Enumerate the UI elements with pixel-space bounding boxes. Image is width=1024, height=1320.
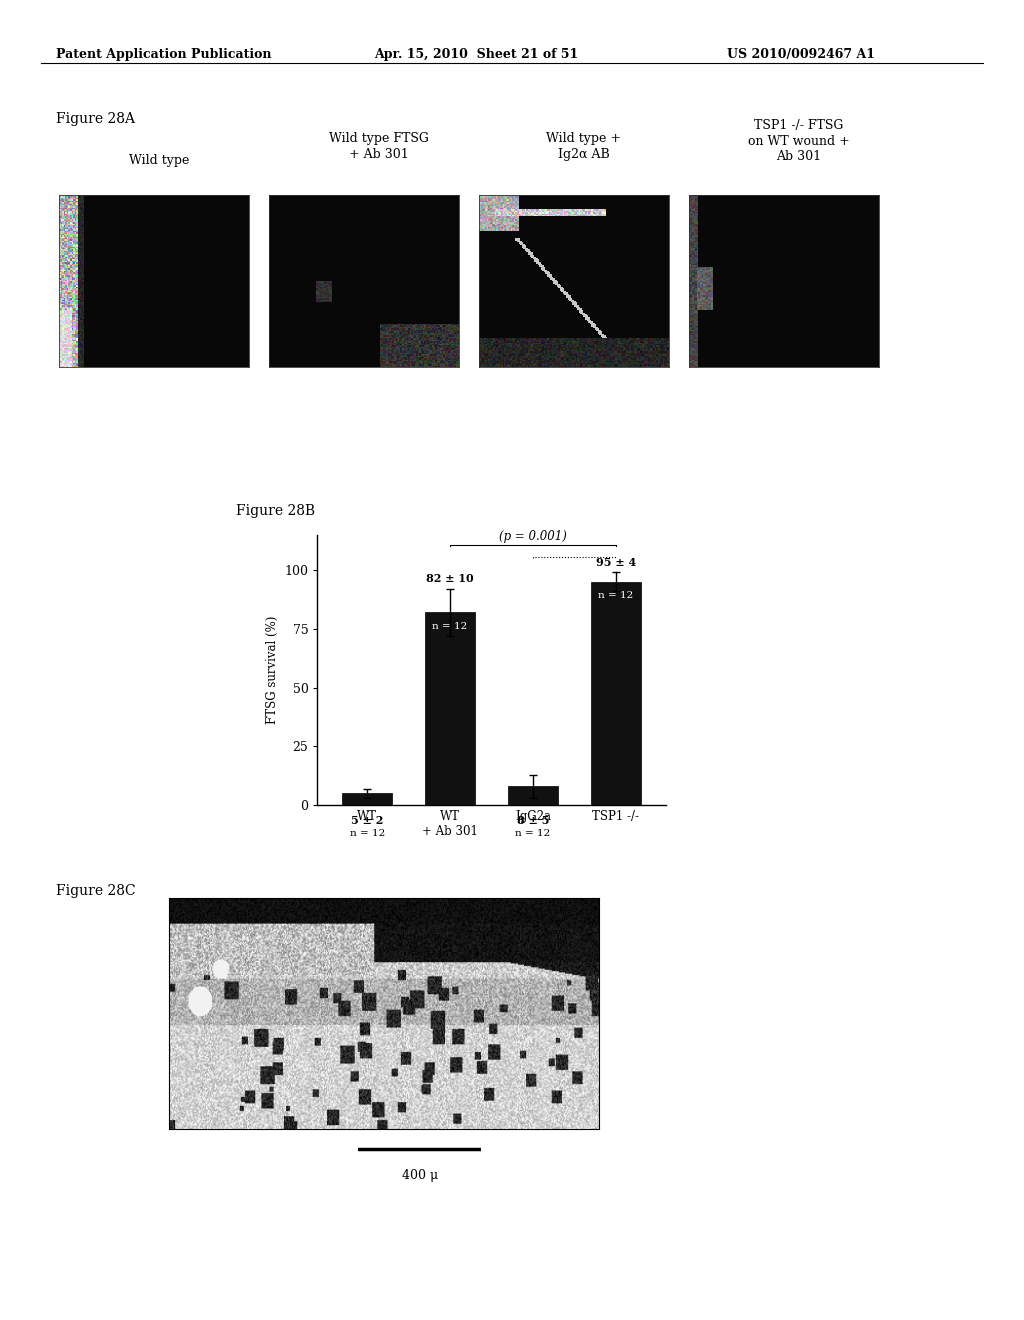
Text: TSP1 -/- FTSG: TSP1 -/- FTSG — [754, 119, 844, 132]
Text: Wild type +: Wild type + — [546, 132, 622, 145]
Text: 5 ± 2: 5 ± 2 — [351, 814, 383, 825]
Y-axis label: FTSG survival (%): FTSG survival (%) — [266, 615, 279, 725]
Text: 82 ± 10: 82 ± 10 — [426, 573, 474, 583]
Bar — [342, 793, 392, 805]
Bar — [508, 787, 558, 805]
Text: + Ab 301: + Ab 301 — [349, 148, 409, 161]
Text: n = 12: n = 12 — [515, 829, 551, 838]
Text: (p = 0.001): (p = 0.001) — [499, 529, 567, 543]
Text: n = 12: n = 12 — [598, 591, 634, 601]
Text: Figure 28B: Figure 28B — [236, 504, 314, 519]
Text: on WT wound +: on WT wound + — [748, 135, 850, 148]
Text: Ab 301: Ab 301 — [776, 150, 821, 164]
Text: Apr. 15, 2010  Sheet 21 of 51: Apr. 15, 2010 Sheet 21 of 51 — [374, 48, 578, 61]
Text: Figure 28A: Figure 28A — [56, 112, 135, 127]
Text: Wild type: Wild type — [129, 154, 188, 168]
Text: 95 ± 4: 95 ± 4 — [596, 557, 636, 568]
Text: 8 ± 5: 8 ± 5 — [517, 814, 549, 825]
Text: Ig2α AB: Ig2α AB — [558, 148, 609, 161]
Text: Patent Application Publication: Patent Application Publication — [56, 48, 271, 61]
Text: Wild type FTSG: Wild type FTSG — [329, 132, 429, 145]
Bar — [591, 582, 641, 805]
Text: n = 12: n = 12 — [349, 829, 385, 838]
Text: US 2010/0092467 A1: US 2010/0092467 A1 — [727, 48, 876, 61]
Bar — [425, 612, 475, 805]
Text: 400 μ: 400 μ — [401, 1170, 438, 1183]
Text: Figure 28C: Figure 28C — [56, 884, 136, 899]
Text: n = 12: n = 12 — [432, 622, 468, 631]
